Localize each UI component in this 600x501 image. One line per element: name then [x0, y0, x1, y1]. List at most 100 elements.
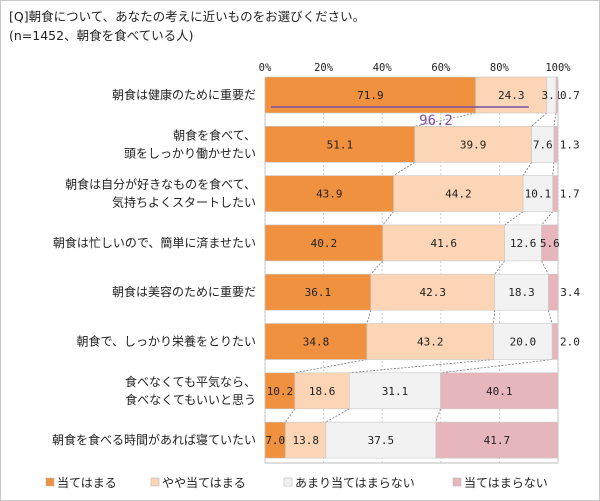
bar-segment	[553, 126, 559, 163]
data-label: 43.9	[316, 188, 343, 201]
data-label: 43.2	[417, 336, 444, 349]
legend-label: やや当てはまる	[162, 476, 246, 490]
bar-segment	[393, 175, 524, 212]
bar-segment	[504, 224, 542, 262]
category-label: 朝食は美容のために重要だ	[112, 284, 256, 299]
data-label: 10.2	[267, 385, 294, 398]
x-tick-label: 100%	[545, 62, 571, 74]
legend-swatch	[452, 477, 462, 487]
x-tick-label: 0%	[259, 62, 272, 74]
bar-segment	[264, 126, 416, 163]
data-label: 3.4	[560, 286, 580, 299]
chart-subtitle: (n=1452、朝食を食べている人)	[9, 28, 194, 43]
category-label: 朝食を食べる時間があれば寝ていたい	[52, 432, 256, 447]
legend-label: 当てはまる	[57, 476, 117, 490]
data-label: 31.1	[382, 385, 409, 398]
legend-label: 当てはまらない	[464, 476, 548, 490]
bar-segment	[294, 372, 350, 410]
data-label: 24.3	[498, 89, 525, 102]
data-label: 40.2	[311, 237, 338, 250]
category-label: 食べなくてもいいと思う	[125, 392, 256, 407]
data-label: 3.1	[541, 89, 561, 102]
category-label: 気持ちよくスタートしたい	[112, 195, 256, 210]
data-label: 39.9	[460, 138, 487, 151]
x-tick-label: 40%	[373, 62, 393, 74]
series-line	[349, 359, 494, 374]
legend-label: あまり当てはまらない	[295, 476, 415, 490]
category-label: 朝食は健康のために重要だ	[112, 87, 256, 102]
chart-title: [Q]朝食について、あなたの考えに近いものをお選びください。	[9, 9, 366, 24]
data-label: 5.6	[540, 237, 560, 250]
category-label: 朝食は自分が好きなものを食べて、	[65, 177, 256, 192]
bar-segment	[382, 224, 505, 262]
legend-swatch	[45, 477, 55, 487]
data-label: 1.3	[560, 138, 580, 151]
data-label: 34.8	[303, 336, 330, 349]
bar-segment	[555, 76, 559, 114]
bar-segment	[548, 273, 559, 311]
data-label: 10.1	[525, 188, 552, 201]
series-line	[541, 211, 554, 226]
bar-segment	[414, 126, 532, 163]
data-label: 42.3	[419, 286, 446, 299]
x-tick-label: 80%	[490, 62, 510, 74]
bar-segment	[522, 175, 554, 212]
data-label: 36.1	[305, 286, 332, 299]
data-label: 71.9	[357, 89, 384, 102]
series-line	[553, 112, 557, 127]
bar-segment	[349, 372, 441, 410]
series-line	[552, 162, 555, 176]
x-tick-label: 60%	[431, 62, 451, 74]
bar-segment	[493, 323, 553, 360]
series-line	[522, 162, 532, 176]
data-label: 51.1	[327, 138, 354, 151]
category-label: 朝食を食べて、	[173, 127, 256, 142]
bar-segment	[551, 323, 559, 360]
bar-segment	[264, 372, 296, 410]
data-label: 40.1	[486, 385, 513, 398]
category-label: 頭をしっかり働かせたい	[124, 146, 256, 160]
bar-segment	[264, 323, 368, 360]
category-label: 食べなくても平気なら、	[125, 374, 256, 389]
data-label: 37.5	[368, 434, 395, 447]
bar-segment	[264, 224, 384, 262]
bar-segment	[264, 175, 394, 212]
data-label: 1.7	[560, 188, 580, 201]
series-line	[325, 408, 350, 423]
x-tick-label: 20%	[314, 62, 334, 74]
data-label: 2.0	[560, 336, 580, 349]
data-label: 44.2	[445, 188, 472, 201]
data-label: 0.7	[560, 89, 580, 102]
series-line	[294, 359, 368, 374]
series-line	[285, 408, 296, 423]
bar-segment	[325, 421, 437, 459]
series-line	[440, 359, 553, 374]
data-label: 41.7	[484, 434, 511, 447]
data-label: 7.0	[265, 434, 285, 447]
series-line	[541, 260, 549, 275]
series-line	[494, 260, 505, 275]
data-label: 13.8	[292, 434, 319, 447]
bar-segment	[366, 323, 494, 360]
category-label: 朝食で、しっかり栄養をとりたい	[76, 334, 256, 349]
series-line	[547, 310, 553, 324]
series-line	[370, 260, 384, 275]
series-line	[393, 161, 415, 176]
bar-segment	[552, 175, 559, 212]
bar-segment	[435, 421, 559, 459]
series-line	[382, 211, 394, 226]
data-label: 18.6	[309, 385, 336, 398]
legend-swatch	[283, 477, 293, 487]
category-label: 朝食は忙しいので、簡単に済ませたい	[53, 235, 256, 250]
bar-segment	[370, 273, 496, 311]
bar-segment	[285, 421, 327, 459]
data-label: 20.0	[510, 336, 537, 349]
data-label: 41.6	[430, 237, 457, 250]
annotation-label: 96.2	[419, 113, 453, 129]
series-line	[435, 408, 441, 423]
data-label: 7.6	[533, 138, 553, 151]
bar-segment	[541, 224, 559, 262]
series-line	[504, 211, 524, 226]
